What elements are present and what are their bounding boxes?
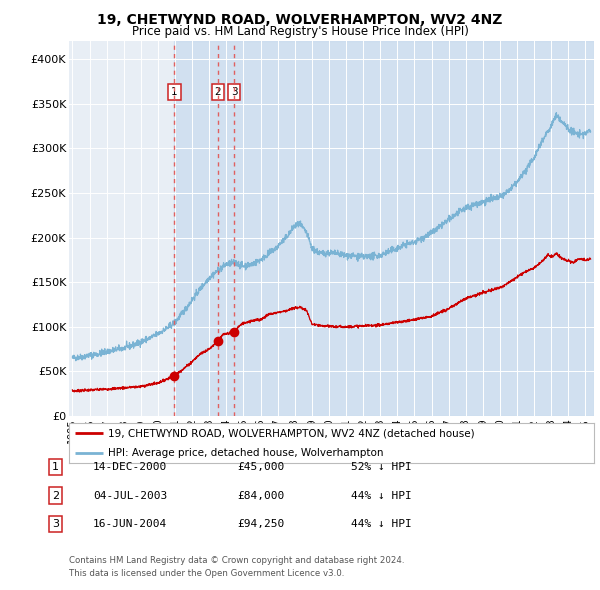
Text: 1: 1 — [52, 463, 59, 472]
Text: Contains HM Land Registry data © Crown copyright and database right 2024.: Contains HM Land Registry data © Crown c… — [69, 556, 404, 565]
Text: 19, CHETWYND ROAD, WOLVERHAMPTON, WV2 4NZ (detached house): 19, CHETWYND ROAD, WOLVERHAMPTON, WV2 4N… — [109, 428, 475, 438]
Text: 44% ↓ HPI: 44% ↓ HPI — [351, 519, 412, 529]
Text: 2: 2 — [52, 491, 59, 500]
Text: Price paid vs. HM Land Registry's House Price Index (HPI): Price paid vs. HM Land Registry's House … — [131, 25, 469, 38]
Text: 04-JUL-2003: 04-JUL-2003 — [93, 491, 167, 500]
Text: £45,000: £45,000 — [237, 463, 284, 472]
Text: 52% ↓ HPI: 52% ↓ HPI — [351, 463, 412, 472]
Text: 16-JUN-2004: 16-JUN-2004 — [93, 519, 167, 529]
Text: 2: 2 — [215, 87, 221, 97]
Text: £84,000: £84,000 — [237, 491, 284, 500]
Text: This data is licensed under the Open Government Licence v3.0.: This data is licensed under the Open Gov… — [69, 569, 344, 578]
Bar — [174, 41, 594, 416]
Text: 19, CHETWYND ROAD, WOLVERHAMPTON, WV2 4NZ: 19, CHETWYND ROAD, WOLVERHAMPTON, WV2 4N… — [97, 13, 503, 27]
Text: 44% ↓ HPI: 44% ↓ HPI — [351, 491, 412, 500]
Text: £94,250: £94,250 — [237, 519, 284, 529]
Text: 1: 1 — [171, 87, 178, 97]
Text: HPI: Average price, detached house, Wolverhampton: HPI: Average price, detached house, Wolv… — [109, 448, 384, 458]
Text: 3: 3 — [231, 87, 238, 97]
Text: 3: 3 — [52, 519, 59, 529]
Text: 14-DEC-2000: 14-DEC-2000 — [93, 463, 167, 472]
